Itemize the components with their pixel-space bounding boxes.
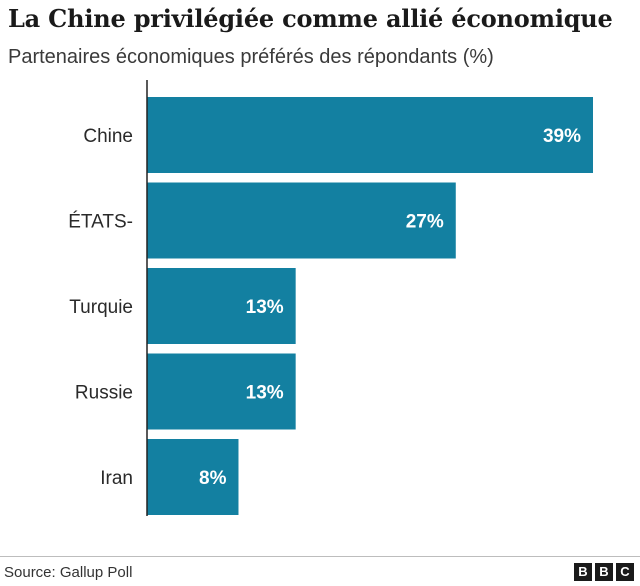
bbc-logo-letter: B bbox=[574, 563, 592, 581]
source-note: Source: Gallup Poll bbox=[4, 564, 133, 581]
category-label: Russie bbox=[75, 383, 133, 404]
value-label: 13% bbox=[246, 383, 284, 404]
bar-3 bbox=[147, 353, 296, 430]
bbc-logo: B B C bbox=[574, 563, 634, 581]
bar-2 bbox=[147, 268, 296, 344]
footer-divider bbox=[0, 556, 640, 557]
value-label: 8% bbox=[199, 468, 227, 489]
bar-chart: Chine 39% ÉTATS- 27% Turquie 13% Russie 13% Iran… bbox=[68, 80, 593, 516]
value-label: 13% bbox=[246, 297, 284, 318]
bbc-logo-letter: B bbox=[595, 563, 613, 581]
category-label: Chine bbox=[83, 126, 133, 147]
category-label: Turquie bbox=[69, 297, 133, 318]
category-label: Iran bbox=[100, 468, 133, 489]
chart-subtitle: Partenaires économiques préférés des rép… bbox=[8, 46, 494, 68]
value-label: 39% bbox=[543, 126, 581, 147]
chart-title: La Chine privilégiée comme allié économi… bbox=[8, 4, 613, 33]
bar-0 bbox=[147, 97, 593, 173]
bar-4 bbox=[147, 439, 239, 515]
bar-1 bbox=[147, 182, 456, 259]
bbc-logo-letter: C bbox=[616, 563, 634, 581]
category-label: ÉTATS- bbox=[68, 212, 133, 233]
value-label: 27% bbox=[406, 212, 444, 233]
